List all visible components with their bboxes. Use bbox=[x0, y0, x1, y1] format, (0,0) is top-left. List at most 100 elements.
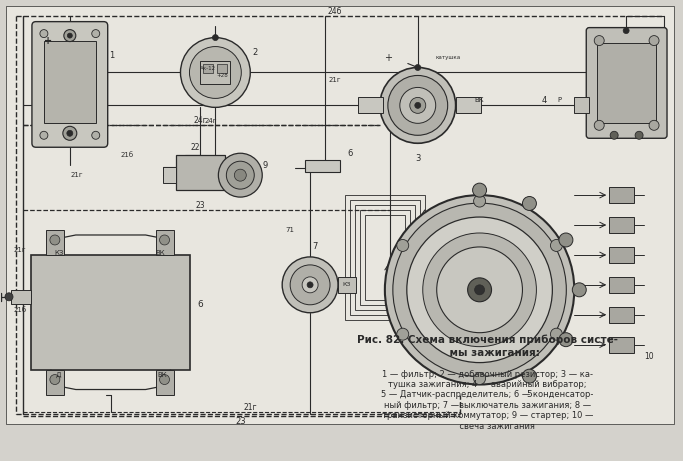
Circle shape bbox=[550, 328, 562, 340]
Circle shape bbox=[522, 369, 536, 383]
Bar bbox=[574, 97, 589, 113]
Text: КЗ: КЗ bbox=[343, 282, 351, 287]
Circle shape bbox=[610, 131, 618, 139]
Bar bbox=[609, 247, 634, 263]
Circle shape bbox=[92, 30, 100, 38]
Circle shape bbox=[423, 233, 536, 347]
Circle shape bbox=[623, 28, 629, 34]
Circle shape bbox=[415, 65, 421, 71]
Bar bbox=[305, 160, 340, 172]
Circle shape bbox=[410, 97, 426, 113]
Circle shape bbox=[40, 131, 48, 139]
Bar bbox=[217, 64, 227, 73]
Text: 6: 6 bbox=[197, 300, 204, 309]
Text: катушка: катушка bbox=[435, 55, 460, 60]
Text: мы зажигания:: мы зажигания: bbox=[435, 348, 540, 358]
Circle shape bbox=[635, 131, 643, 139]
Text: 24г: 24г bbox=[193, 116, 208, 125]
Circle shape bbox=[393, 203, 566, 377]
Circle shape bbox=[180, 38, 250, 107]
Circle shape bbox=[559, 333, 573, 347]
Circle shape bbox=[380, 67, 456, 143]
Circle shape bbox=[559, 233, 573, 247]
Circle shape bbox=[92, 131, 100, 139]
Text: 2: 2 bbox=[253, 48, 258, 57]
Bar bbox=[156, 230, 173, 255]
Text: Рис. 82. Схема включения приборов систе-: Рис. 82. Схема включения приборов систе- bbox=[357, 334, 618, 345]
Circle shape bbox=[40, 30, 48, 38]
Bar bbox=[31, 255, 191, 370]
Text: +: + bbox=[384, 53, 392, 63]
Text: Р: Р bbox=[557, 97, 561, 103]
Circle shape bbox=[415, 102, 421, 108]
Circle shape bbox=[473, 372, 486, 384]
Text: 21г: 21г bbox=[71, 172, 83, 178]
Text: +28: +28 bbox=[217, 73, 228, 78]
Text: 21б: 21б bbox=[121, 152, 134, 158]
Text: 24б: 24б bbox=[328, 7, 342, 16]
Circle shape bbox=[64, 30, 76, 41]
Text: КЗ: КЗ bbox=[54, 250, 64, 256]
Circle shape bbox=[50, 235, 60, 245]
Text: Д: Д bbox=[56, 372, 61, 378]
Circle shape bbox=[63, 126, 76, 140]
Circle shape bbox=[436, 247, 522, 333]
Circle shape bbox=[226, 161, 254, 189]
Circle shape bbox=[572, 283, 586, 297]
Text: 23: 23 bbox=[235, 417, 246, 426]
Bar bbox=[609, 277, 634, 293]
Bar bbox=[350, 200, 420, 315]
Bar bbox=[46, 370, 64, 395]
Circle shape bbox=[397, 328, 408, 340]
Text: 1 — фильтр; 2 — добавочный резистор; 3 — ка-
тушка зажигания; 4 — аварийный вибр: 1 — фильтр; 2 — добавочный резистор; 3 —… bbox=[381, 370, 594, 431]
Circle shape bbox=[290, 265, 330, 305]
Bar bbox=[338, 277, 356, 293]
Bar bbox=[345, 195, 425, 320]
Circle shape bbox=[649, 35, 659, 46]
Circle shape bbox=[282, 257, 338, 313]
Circle shape bbox=[68, 33, 72, 38]
Text: 7: 7 bbox=[312, 242, 318, 251]
Circle shape bbox=[400, 88, 436, 124]
Text: 21г: 21г bbox=[14, 247, 27, 253]
Bar bbox=[204, 64, 213, 73]
Bar bbox=[44, 41, 96, 124]
Text: ВК: ВК bbox=[158, 372, 167, 378]
Circle shape bbox=[160, 235, 169, 245]
Bar bbox=[609, 307, 634, 323]
Bar bbox=[360, 210, 410, 305]
Text: 21г: 21г bbox=[329, 77, 342, 83]
Text: 4: 4 bbox=[542, 96, 547, 105]
Circle shape bbox=[475, 285, 484, 295]
Text: 71: 71 bbox=[285, 227, 294, 233]
Circle shape bbox=[594, 120, 604, 130]
Circle shape bbox=[468, 278, 492, 302]
Circle shape bbox=[594, 35, 604, 46]
Bar bbox=[609, 337, 634, 353]
Circle shape bbox=[219, 153, 262, 197]
Bar bbox=[176, 155, 225, 190]
Text: +: + bbox=[44, 35, 52, 46]
Circle shape bbox=[189, 47, 241, 98]
Circle shape bbox=[388, 76, 447, 135]
Circle shape bbox=[50, 375, 60, 384]
Text: 3: 3 bbox=[415, 154, 421, 163]
Circle shape bbox=[385, 195, 574, 384]
Text: 6: 6 bbox=[347, 149, 352, 158]
Circle shape bbox=[234, 169, 247, 181]
Bar bbox=[456, 97, 481, 113]
Bar bbox=[156, 370, 173, 395]
Text: 9: 9 bbox=[262, 161, 268, 170]
Text: 21б: 21б bbox=[14, 307, 27, 313]
Circle shape bbox=[302, 277, 318, 293]
Bar bbox=[200, 60, 230, 84]
Circle shape bbox=[5, 293, 13, 301]
Bar bbox=[358, 97, 383, 113]
Text: 22: 22 bbox=[191, 143, 200, 152]
Text: 21г: 21г bbox=[243, 403, 257, 412]
Bar bbox=[365, 215, 405, 300]
FancyBboxPatch shape bbox=[586, 28, 667, 138]
Circle shape bbox=[407, 217, 553, 363]
Text: Ак-12: Ак-12 bbox=[200, 66, 217, 71]
Circle shape bbox=[397, 239, 408, 251]
